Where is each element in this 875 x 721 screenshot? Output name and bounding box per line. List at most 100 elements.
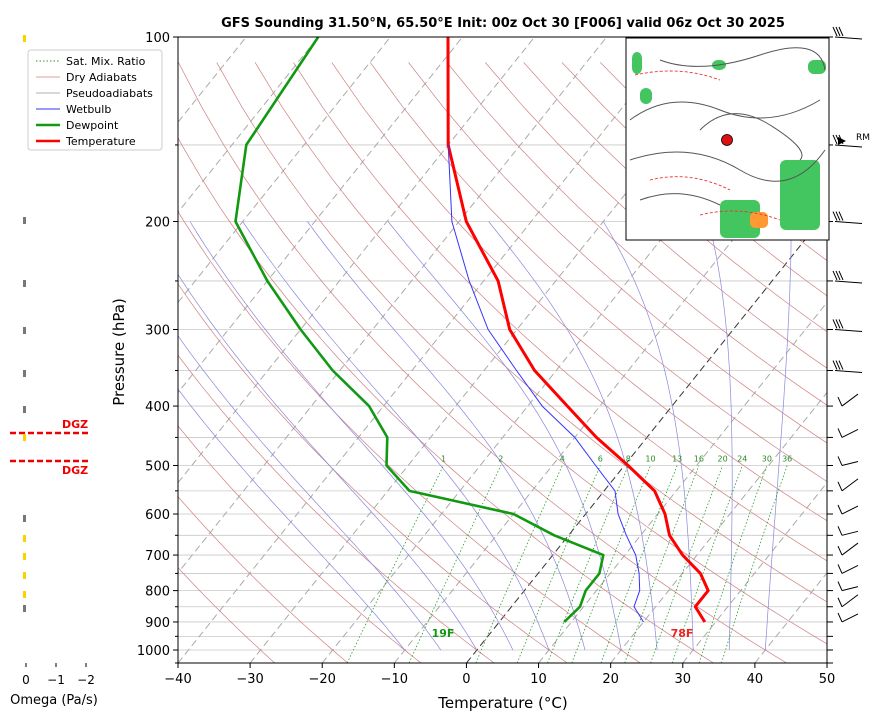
- dry-adiabat: [178, 425, 422, 663]
- legend-label: Sat. Mix. Ratio: [66, 55, 146, 68]
- y-tick-label: 100: [145, 31, 170, 46]
- map-contour: [699, 113, 803, 161]
- wind-barb: [837, 612, 859, 623]
- map-temperature-contour: [649, 176, 731, 191]
- pseudoadiabat: [387, 221, 622, 651]
- wind-barb: [832, 319, 863, 332]
- mixing-ratio-label: 16: [694, 454, 704, 463]
- dry-adiabat: [523, 62, 827, 333]
- dry-adiabat: [254, 62, 827, 603]
- pseudoadiabat: [708, 221, 733, 651]
- y-tick-label: 400: [145, 400, 170, 415]
- omega-mark: [23, 535, 26, 542]
- map-contour: [639, 193, 721, 206]
- wind-barb: [837, 478, 859, 492]
- dry-adiabat: [178, 137, 714, 663]
- dry-adiabat: [293, 62, 827, 562]
- x-tick-label: −20: [309, 672, 336, 687]
- mixing-ratio-line: [698, 465, 768, 663]
- omega-mark: [23, 35, 26, 42]
- omega-mark: [23, 406, 26, 413]
- precip-area: [808, 60, 826, 74]
- isotherm-line: [178, 37, 680, 663]
- wind-barb: [837, 564, 859, 574]
- legend-label: Temperature: [65, 135, 136, 148]
- dry-adiabat: [178, 354, 495, 663]
- legend: Sat. Mix. Ratio Dry Adiabats Pseudoadiabat…: [27, 49, 163, 151]
- wind-barb: [837, 428, 859, 438]
- omega-tick-label: −2: [77, 673, 95, 687]
- pseudoadiabat: [178, 388, 405, 651]
- wind-barb: [837, 456, 859, 466]
- sounding-location-marker: [721, 134, 733, 146]
- x-tick-label: −10: [381, 672, 408, 687]
- isotherm-line: [178, 37, 608, 574]
- dry-adiabat: [178, 567, 275, 663]
- plot-frame: [177, 36, 828, 664]
- mixing-ratio-line: [571, 465, 651, 663]
- x-tick-label: 30: [675, 672, 692, 687]
- y-tick-label: 900: [145, 616, 170, 631]
- map-contour: [659, 47, 826, 71]
- x-tick-label: 40: [747, 672, 764, 687]
- pseudoadiabat: [488, 221, 658, 651]
- y-tick-label: 500: [145, 459, 170, 474]
- isotherm-line: [178, 37, 463, 394]
- y-axis-label: Pressure (hPa): [110, 298, 128, 406]
- dry-adiabat: [484, 62, 827, 369]
- wind-barb: [837, 526, 859, 536]
- mixing-ratio-label: 36: [782, 454, 792, 463]
- omega-mark: [23, 591, 26, 598]
- dry-adiabat: [369, 62, 827, 482]
- x-tick-label: 0: [462, 672, 470, 687]
- map-temperature-contour: [699, 210, 781, 221]
- isotherm-line: [466, 211, 827, 663]
- precip-area: [632, 52, 642, 74]
- y-tick-label: 300: [145, 323, 170, 338]
- mixing-ratio-label: 24: [737, 454, 747, 463]
- precip-area: [780, 160, 820, 230]
- legend-box: [27, 49, 163, 151]
- map-contour: [629, 99, 821, 121]
- map-temperature-contour: [634, 70, 721, 81]
- x-tick-label: 50: [819, 672, 836, 687]
- x-tick-label: −30: [236, 672, 263, 687]
- isotherm-line: [538, 301, 827, 663]
- omega-mark: [23, 572, 26, 579]
- pseudoadiabat: [178, 335, 442, 651]
- map-contour: [629, 149, 826, 182]
- legend-label: Wetbulb: [66, 103, 111, 116]
- x-tick-label: −40: [164, 672, 191, 687]
- wind-barb: [837, 504, 859, 515]
- omega-mark: [23, 553, 26, 560]
- pseudoadiabat: [764, 221, 792, 651]
- mixing-ratio-label: 10: [645, 454, 655, 463]
- dry-adiabat: [178, 62, 787, 663]
- series-temperature: [446, 37, 710, 623]
- y-tick-label: 700: [145, 549, 170, 564]
- legend-label: Pseudoadiabats: [66, 87, 153, 100]
- mixing-ratio-line: [408, 465, 502, 663]
- storm-motion-label: RM: [856, 133, 870, 143]
- y-tick-label: 200: [145, 216, 170, 231]
- surface-temp-label: 78F: [671, 627, 694, 640]
- mixing-ratio-label: 8: [626, 454, 631, 463]
- series-wetbulb: [447, 144, 644, 623]
- series-dewpoint: [234, 37, 605, 623]
- y-tick-label: 600: [145, 508, 170, 523]
- mixing-ratio-line: [671, 465, 743, 663]
- omega-mark: [23, 515, 26, 522]
- isotherm-line: [610, 391, 827, 663]
- omega-tick-label: 0: [22, 673, 30, 687]
- y-tick-label: 1000: [137, 644, 170, 659]
- chart-title: GFS Sounding 31.50°N, 65.50°E Init: 00z …: [221, 16, 785, 31]
- isotherm-line: [249, 37, 752, 663]
- precip-area: [720, 200, 760, 238]
- mixing-ratio-label: 6: [598, 454, 603, 463]
- omega-mark: [23, 605, 26, 612]
- mixing-ratio-label: 13: [672, 454, 682, 463]
- dry-adiabat: [446, 62, 827, 406]
- x-axis-label: Temperature (°C): [437, 694, 567, 712]
